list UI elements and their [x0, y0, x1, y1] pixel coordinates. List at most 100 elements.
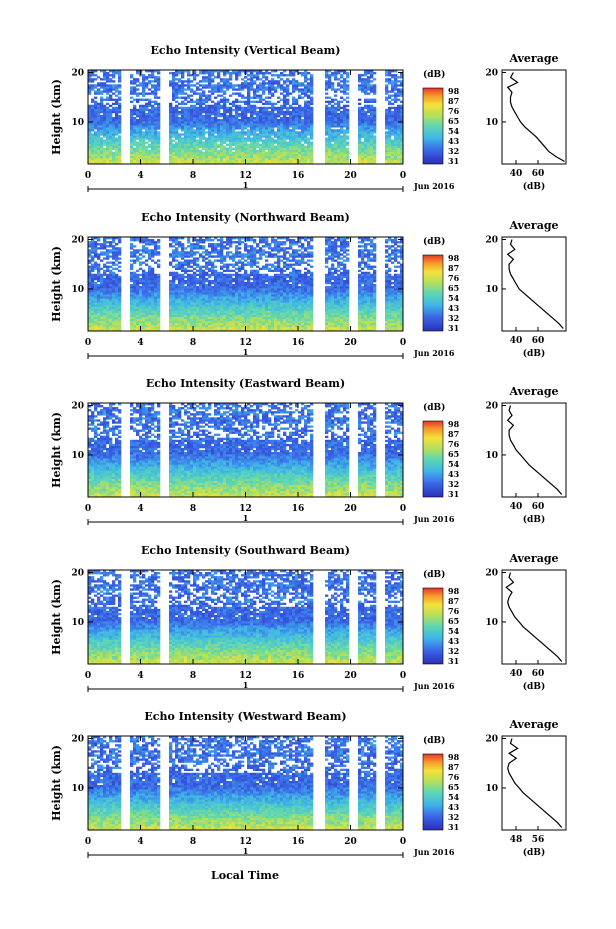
- heatmap-cell: [211, 308, 215, 311]
- heatmap-cell: [142, 239, 146, 242]
- heatmap-cell: [154, 153, 158, 157]
- heatmap-cell: [394, 151, 398, 155]
- heatmap-cell: [205, 119, 209, 122]
- heatmap-cell: [214, 155, 218, 159]
- heatmap-cell: [328, 149, 332, 153]
- heatmap-cell: [364, 131, 368, 134]
- heatmap-cell: [88, 306, 92, 309]
- heatmap-cell: [400, 119, 404, 122]
- heatmap-cell: [133, 275, 137, 279]
- heatmap-cell: [88, 125, 92, 128]
- heatmap-cell: [187, 318, 191, 322]
- heatmap-cell: [187, 141, 191, 144]
- heatmap-cell: [256, 112, 260, 116]
- heatmap-cell: [226, 161, 230, 165]
- heatmap-cell: [265, 147, 269, 150]
- heatmap-cell: [334, 106, 338, 110]
- heatmap-cell: [265, 125, 269, 128]
- heatmap-cell: [199, 139, 203, 142]
- heatmap-cell: [370, 159, 374, 163]
- heatmap-cell: [199, 279, 203, 283]
- heatmap-cell: [91, 110, 95, 114]
- heatmap-cell: [148, 249, 152, 252]
- heatmap-cell: [373, 135, 377, 138]
- heatmap-cell: [187, 110, 191, 114]
- x-tick-label: 4: [137, 171, 143, 181]
- heatmap-cell: [196, 88, 200, 91]
- heatmap-cell: [211, 72, 215, 75]
- heatmap-cell: [181, 302, 185, 305]
- heatmap-cell: [289, 112, 293, 116]
- heatmap-cell: [385, 123, 389, 126]
- heatmap-cell: [265, 159, 269, 163]
- heatmap-cell: [226, 263, 230, 266]
- heatmap-cell: [205, 308, 209, 311]
- heatmap-cell: [364, 133, 368, 136]
- heatmap-cell: [394, 94, 398, 97]
- heatmap-cell: [286, 137, 290, 140]
- heatmap-cell: [190, 310, 194, 313]
- heatmap-cell: [388, 123, 392, 126]
- heatmap-cell: [280, 153, 284, 157]
- heatmap-cell: [400, 94, 404, 97]
- heatmap-cell: [139, 304, 143, 307]
- heatmap-cell: [211, 251, 215, 254]
- heatmap-cell: [148, 102, 152, 106]
- heatmap-cell: [139, 137, 143, 140]
- heatmap-cell: [217, 259, 221, 262]
- heatmap-cell: [130, 127, 134, 130]
- heatmap-cell: [91, 326, 95, 330]
- heatmap-cell: [181, 263, 185, 266]
- heatmap-cell: [400, 112, 404, 116]
- heatmap-cell: [97, 161, 101, 165]
- heatmap-cell: [205, 316, 209, 320]
- heatmap-cell: [295, 88, 299, 91]
- heatmap-cell: [259, 147, 263, 150]
- heatmap-cell: [130, 310, 134, 313]
- heatmap-cell: [196, 145, 200, 148]
- heatmap-cell: [139, 249, 143, 252]
- heatmap-cell: [250, 129, 254, 132]
- heatmap-cell: [151, 76, 155, 79]
- heatmap-cell: [373, 149, 377, 153]
- heatmap-cell: [394, 141, 398, 144]
- heatmap-cell: [346, 84, 350, 87]
- heatmap-cell: [226, 284, 230, 287]
- colorbar-tick-label: 54: [448, 126, 460, 136]
- heatmap-cell: [334, 114, 338, 118]
- heatmap-cell: [265, 72, 269, 75]
- heatmap-cell: [298, 110, 302, 114]
- heatmap-cell: [217, 100, 221, 103]
- heatmap-cell: [334, 149, 338, 153]
- heatmap-cell: [226, 98, 230, 101]
- heatmap-cell: [250, 100, 254, 103]
- heatmap-cell: [331, 143, 335, 146]
- heatmap-cell: [106, 141, 110, 144]
- heatmap-cell: [373, 151, 377, 155]
- heatmap-cell: [202, 137, 206, 140]
- heatmap-cell: [235, 127, 239, 130]
- heatmap-cell: [97, 82, 101, 85]
- heatmap-cell: [145, 70, 149, 73]
- heatmap-cell: [91, 255, 95, 258]
- heatmap-cell: [193, 263, 197, 266]
- heatmap-cell: [202, 281, 206, 285]
- heatmap-cell: [250, 80, 254, 83]
- heatmap-cell: [307, 139, 311, 142]
- heatmap-cell: [343, 123, 347, 126]
- heatmap-cell: [172, 265, 176, 268]
- heatmap-cell: [178, 292, 182, 295]
- heatmap-cell: [142, 131, 146, 134]
- heatmap-cell: [271, 149, 275, 153]
- heatmap-cell: [181, 277, 185, 281]
- heatmap-cell: [154, 318, 158, 322]
- heatmap-cell: [310, 98, 314, 101]
- heatmap-cell: [385, 90, 389, 93]
- heatmap-cell: [205, 98, 209, 101]
- heatmap-cell: [388, 151, 392, 155]
- heatmap-cell: [100, 143, 104, 146]
- heatmap-cell: [154, 279, 158, 283]
- heatmap-cell: [307, 147, 311, 150]
- heatmap-cell: [106, 257, 110, 260]
- heatmap-cell: [298, 147, 302, 150]
